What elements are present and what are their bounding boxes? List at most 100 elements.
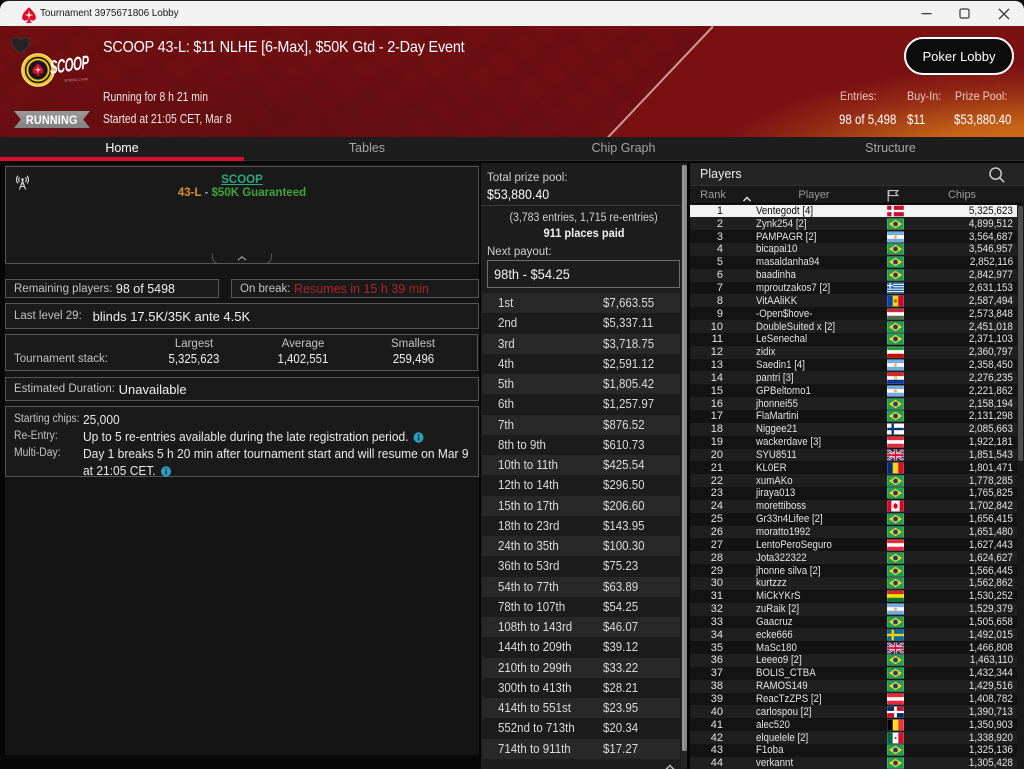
player-row[interactable]: 8 VitAAliKK 2,587,494 (690, 294, 1017, 308)
player-rank: 25 (710, 513, 723, 526)
player-row[interactable]: 43 F1oba 1,325,136 (690, 743, 1017, 757)
player-row[interactable]: 15 GPBeltomo1 2,221,862 (690, 384, 1017, 398)
poker-lobby-button[interactable]: Poker Lobby (904, 37, 1014, 75)
player-name: MiCkYKrS (756, 590, 801, 603)
player-country-flag-icon (887, 308, 904, 320)
minimize-button[interactable] (909, 1, 943, 26)
close-button[interactable] (987, 1, 1021, 26)
player-row[interactable]: 24 morettiboss 1,702,842 (690, 499, 1017, 513)
player-row[interactable]: 22 xumAKo 1,778,285 (690, 474, 1017, 488)
multi-day-info-icon[interactable] (160, 465, 172, 477)
series-info-box: SCOOP 43-L - $50K Guaranteed (5, 166, 479, 264)
player-name: zidix (756, 346, 776, 359)
player-row[interactable]: 29 jhonne silva [2] 1,566,445 (690, 564, 1017, 577)
player-row[interactable]: 10 DoubleSuited x [2] 2,451,018 (690, 320, 1017, 333)
player-row[interactable]: 3 PAMPAGR [2] 3,564,687 (690, 230, 1017, 244)
next-payout-box: 98th - $54.25 (487, 260, 680, 288)
player-row[interactable]: 34 ecke666 1,492,015 (690, 628, 1017, 642)
player-row[interactable]: 39 ReacTzZPS [2] 1,408,782 (690, 692, 1017, 706)
maximize-button[interactable] (947, 1, 981, 26)
player-row[interactable]: 11 LeSenechal 2,371,103 (690, 332, 1017, 346)
player-country-flag-icon (887, 346, 904, 358)
player-row[interactable]: 17 FlaMartini 2,131,298 (690, 410, 1017, 423)
player-row[interactable]: 28 Jota322322 1,624,627 (690, 551, 1017, 565)
player-row[interactable]: 23 jiraya013 1,765,825 (690, 487, 1017, 500)
payout-row: 300th to 413th $28.21 (482, 677, 680, 698)
player-row[interactable]: 27 LentoPeroSeguro 1,627,443 (690, 538, 1017, 552)
player-row[interactable]: 21 KL0ER 1,801,471 (690, 461, 1017, 475)
collapse-info-handle[interactable] (212, 253, 272, 264)
player-name: FlaMartini (756, 410, 799, 423)
player-row[interactable]: 4 bicapai10 3,546,957 (690, 243, 1017, 256)
player-country-flag-icon (887, 372, 904, 384)
tab-tables[interactable]: Tables (348, 141, 386, 155)
column-chips[interactable]: Chips (947, 188, 977, 201)
player-row[interactable]: 19 wackerdave [3] 1,922,181 (690, 435, 1017, 449)
payout-amount: $100.30 (603, 539, 645, 554)
search-icon[interactable] (988, 166, 1006, 184)
player-name: elquelele [2] (756, 731, 809, 744)
player-row[interactable]: 38 RAMOS149 1,429,516 (690, 679, 1017, 693)
column-rank[interactable]: Rank (700, 188, 726, 201)
player-row[interactable]: 5 masaldanha94 2,852,116 (690, 255, 1017, 269)
player-row[interactable]: 40 carlospou [2] 1,390,713 (690, 705, 1017, 719)
player-row[interactable]: 35 MaSc180 1,466,808 (690, 641, 1017, 655)
player-row[interactable]: 18 Niggee21 2,085,663 (690, 422, 1017, 436)
player-row[interactable]: 25 Gr33n4Lifee [2] 1,656,415 (690, 512, 1017, 526)
player-chips: 1,325,136 (968, 744, 1013, 757)
payout-amount: $7,663.55 (603, 296, 655, 311)
player-row[interactable]: 32 zuRaik [2] 1,529,379 (690, 602, 1017, 616)
payout-place: 78th to 107th (498, 599, 566, 614)
payout-row: 144th to 209th $39.12 (482, 637, 680, 658)
player-name: BOLIS_CTBA (756, 667, 816, 680)
players-column-header: Rank Player Chips (690, 185, 1024, 204)
player-row[interactable]: 14 pantri [3] 2,276,235 (690, 371, 1017, 385)
player-row[interactable]: 31 MiCkYKrS 1,530,252 (690, 589, 1017, 603)
payouts-scrollbar-thumb[interactable] (681, 165, 687, 751)
player-row[interactable]: 41 alec520 1,350,903 (690, 718, 1017, 732)
player-row[interactable]: 13 Saedin1 [4] 2,358,450 (690, 358, 1017, 372)
payouts-scrollbar[interactable] (681, 164, 687, 768)
player-row[interactable]: 6 baadinha 2,842,977 (690, 268, 1017, 282)
player-row[interactable]: 2 Zynk254 [2] 4,899,512 (690, 217, 1017, 231)
player-chips: 1,530,252 (968, 590, 1013, 603)
player-chips: 1,350,903 (968, 718, 1013, 731)
player-row[interactable]: 37 BOLIS_CTBA 1,432,344 (690, 666, 1017, 680)
player-name: Zynk254 [2] (756, 217, 807, 230)
player-country-flag-icon (887, 359, 904, 371)
players-scrollbar-thumb[interactable] (1018, 206, 1023, 461)
player-row[interactable]: 30 kurtzzz 1,562,862 (690, 576, 1017, 590)
tab-structure[interactable]: Structure (865, 141, 916, 155)
player-row[interactable]: 36 Leeeo9 [2] 1,463,110 (690, 654, 1017, 667)
player-row[interactable]: 20 SYU8511 1,851,543 (690, 448, 1017, 462)
column-player[interactable]: Player (798, 188, 830, 201)
payouts-collapse-chevron-icon[interactable] (663, 759, 677, 769)
scoop-series-link[interactable]: SCOOP (221, 174, 263, 186)
favorite-heart-icon[interactable] (10, 36, 31, 55)
players-scrollbar[interactable] (1017, 205, 1024, 769)
payout-amount: $610.73 (603, 437, 645, 452)
payout-row: 36th to 53rd $75.23 (482, 556, 680, 577)
player-rank: 37 (710, 667, 723, 680)
player-row[interactable]: 16 jhonnei55 2,158,194 (690, 397, 1017, 410)
player-row[interactable]: 7 mproutzakos7 [2] 2,631,153 (690, 281, 1017, 295)
player-row[interactable]: 44 verkannt 1,305,428 (690, 756, 1017, 769)
player-rank: 38 (710, 680, 723, 693)
player-chips: 1,463,110 (969, 654, 1013, 667)
column-flag-icon[interactable] (886, 189, 900, 202)
re-entry-info-icon[interactable] (413, 431, 424, 443)
status-badge: RUNNING (14, 111, 90, 128)
player-row[interactable]: 26 moratto1992 1,651,480 (690, 525, 1017, 539)
payout-row: 6th $1,257.97 (482, 394, 680, 415)
player-row[interactable]: 9 -Open$hove- 2,573,848 (690, 307, 1017, 321)
player-chips: 1,778,285 (968, 474, 1013, 487)
player-row[interactable]: 42 elquelele [2] 1,338,920 (690, 731, 1017, 744)
player-row[interactable]: 12 zidix 2,360,797 (690, 345, 1017, 359)
on-break-box: On break: Resumes in 15 h 39 min (231, 279, 479, 298)
tab-chip-graph[interactable]: Chip Graph (591, 141, 656, 155)
tab-home[interactable]: Home (105, 141, 139, 155)
player-row[interactable]: 33 Gaacruz 1,505,658 (690, 615, 1017, 629)
player-row[interactable]: 1 Ventegodt [4] 5,325,623 (690, 204, 1017, 218)
player-chips: 1,562,862 (968, 577, 1013, 590)
